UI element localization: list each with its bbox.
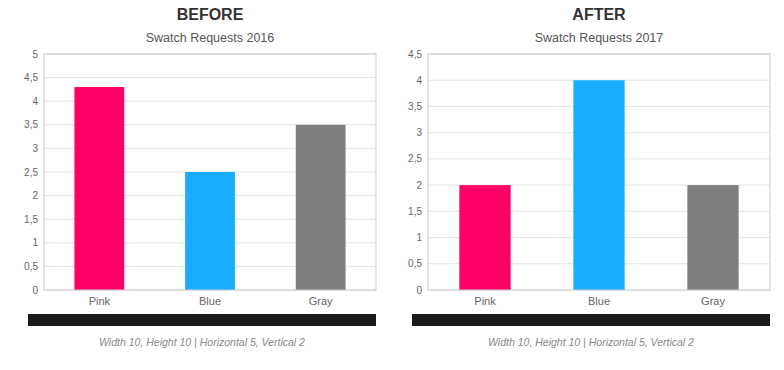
y-tick-label: 0,5 — [408, 258, 422, 269]
y-tick-label: 1,5 — [408, 206, 422, 217]
grid-line — [44, 77, 376, 78]
y-tick-label: 0 — [32, 285, 38, 296]
y-tick-label: 4 — [32, 96, 38, 107]
panel-subtitle: Swatch Requests 2017 — [535, 31, 664, 45]
bars — [459, 80, 738, 290]
y-tick-label: 0 — [416, 285, 422, 296]
y-tick-label: 1 — [416, 232, 422, 243]
y-tick-label: 2 — [416, 180, 422, 191]
y-tick-label: 1 — [32, 237, 38, 248]
y-tick-label: 2,5 — [408, 153, 422, 164]
y-tick-label: 4,5 — [24, 72, 38, 83]
y-tick-label: 0,5 — [24, 261, 38, 272]
x-tick-label: Blue — [588, 295, 610, 307]
y-tick-label: 5 — [32, 49, 38, 60]
chart-canvas: BEFORE Swatch Requests 2016 0 0,5 1 1,5 2 2,5 3 3… — [0, 0, 784, 370]
panel-title: AFTER — [572, 6, 626, 23]
y-tick-label: 2,5 — [24, 167, 38, 178]
bar — [74, 87, 124, 290]
y-tick-label: 3,5 — [24, 119, 38, 130]
panel-subtitle: Swatch Requests 2016 — [146, 31, 275, 45]
bar — [296, 125, 346, 290]
bar — [459, 185, 510, 290]
y-tick-label: 4 — [416, 75, 422, 86]
y-tick-label: 4,5 — [408, 49, 422, 60]
panel: BEFORE Swatch Requests 2016 0 0,5 1 1,5 2 2,5 3 3… — [24, 6, 376, 348]
y-tick-label: 2 — [32, 190, 38, 201]
x-tick-label: Gray — [309, 295, 333, 307]
y-tick-label: 3,5 — [408, 101, 422, 112]
y-tick-label: 3 — [416, 127, 422, 138]
bars — [74, 87, 345, 290]
x-tick-label: Gray — [701, 295, 725, 307]
bar — [687, 185, 738, 290]
x-tick-label: Pink — [474, 295, 496, 307]
bar — [185, 172, 235, 290]
footer-bar — [412, 314, 770, 326]
x-tick-label: Pink — [89, 295, 111, 307]
panel-title: BEFORE — [177, 6, 244, 23]
footer-note: Width 10, Height 10 | Horizontal 5, Vert… — [488, 336, 694, 348]
footer-bar — [28, 314, 376, 326]
y-tick-label: 1,5 — [24, 214, 38, 225]
x-tick-label: Blue — [199, 295, 221, 307]
panel: AFTER Swatch Requests 2017 0 0,5 1 1,5 2 2,5 3 3,… — [408, 6, 770, 348]
y-tick-label: 3 — [32, 143, 38, 154]
plot-frame — [44, 54, 376, 290]
footer-note: Width 10, Height 10 | Horizontal 5, Vert… — [99, 336, 305, 348]
bar — [573, 80, 624, 290]
plot-frame — [428, 54, 770, 290]
